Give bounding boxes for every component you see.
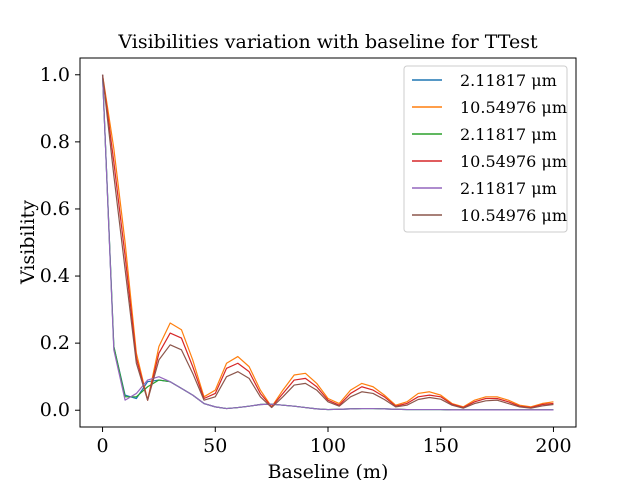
legend-label: 10.54976 μm <box>460 152 567 171</box>
y-tick-label: 0.2 <box>40 332 70 354</box>
legend-label: 2.11817 μm <box>460 125 557 144</box>
chart-title: Visibilities variation with baseline for… <box>117 31 538 53</box>
y-tick-label: 0.0 <box>40 399 70 421</box>
series-line-6 <box>101 74 554 409</box>
series-lines <box>101 74 554 411</box>
legend: 2.11817 μm 10.54976 μm 2.11817 μm 10.54976 … <box>403 65 568 233</box>
x-tick-label: 0 <box>96 435 108 457</box>
x-tick-label: 50 <box>203 435 227 457</box>
legend-label: 10.54976 μm <box>460 98 567 117</box>
legend-label: 2.11817 μm <box>460 179 557 198</box>
series-line-5 <box>101 74 554 411</box>
series-line-4 <box>101 74 554 409</box>
y-tick-label: 0.8 <box>40 131 70 153</box>
legend-label: 2.11817 μm <box>460 71 557 90</box>
y-tick-label: 0.4 <box>40 265 70 287</box>
y-axis: 0.0 0.2 0.4 0.6 0.8 1.0 <box>40 64 80 421</box>
x-tick-label: 150 <box>423 435 459 457</box>
x-axis: 0 50 100 150 200 <box>96 427 572 457</box>
y-tick-label: 1.0 <box>40 64 70 86</box>
x-axis-label: Baseline (m) <box>268 461 389 480</box>
x-tick-label: 100 <box>310 435 346 457</box>
y-axis-label: Visibility <box>17 200 39 285</box>
x-tick-label: 200 <box>535 435 571 457</box>
legend-box <box>403 65 568 233</box>
legend-label: 10.54976 μm <box>460 206 567 225</box>
series-line-2 <box>101 74 554 408</box>
y-tick-label: 0.6 <box>40 198 70 220</box>
